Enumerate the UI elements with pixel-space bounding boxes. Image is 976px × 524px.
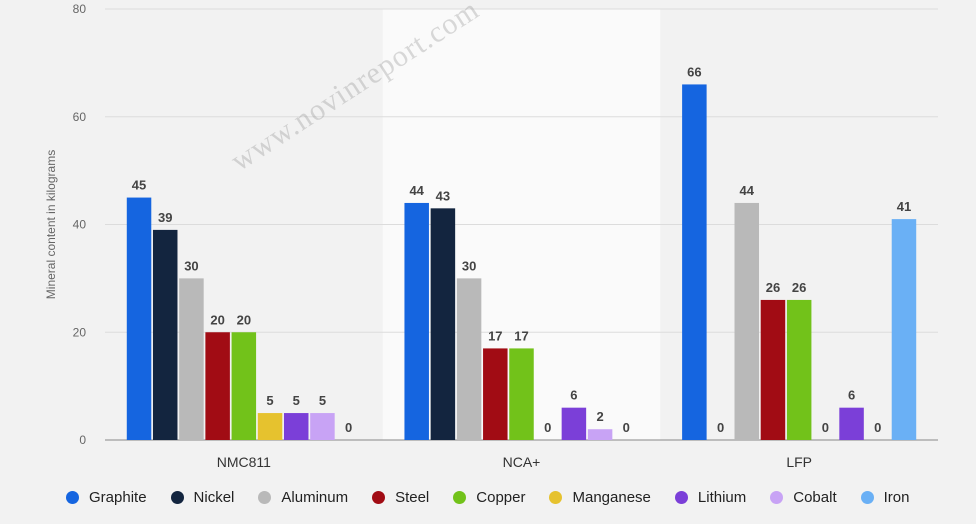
y-axis-label: Mineral content in kilograms: [44, 150, 58, 299]
legend-item-cobalt[interactable]: Cobalt: [770, 488, 837, 506]
bar-copper: [786, 299, 812, 440]
legend-label: Aluminum: [281, 488, 349, 506]
bar-nickel: [430, 208, 456, 440]
data-label: 0: [544, 420, 551, 435]
data-label: 5: [319, 393, 326, 408]
bar-steel: [483, 348, 508, 440]
legend-label: Copper: [476, 488, 526, 506]
legend-marker: [372, 490, 386, 504]
data-label: 6: [848, 388, 855, 403]
bar-graphite: [404, 202, 429, 440]
data-label: 45: [132, 178, 146, 193]
bar-iron: [891, 219, 917, 440]
legend-marker: [170, 490, 184, 504]
data-label: 0: [822, 420, 829, 435]
data-label: 17: [488, 328, 502, 343]
x-tick-label: LFP: [786, 454, 812, 470]
data-label: 43: [436, 188, 450, 203]
legend-label: Cobalt: [793, 488, 837, 506]
data-label: 2: [596, 409, 603, 424]
data-label: 6: [570, 388, 577, 403]
bar-lithium: [561, 407, 587, 440]
data-label: 30: [184, 258, 198, 273]
legend-item-steel[interactable]: Steel: [372, 489, 429, 506]
data-label: 30: [462, 258, 476, 273]
data-label: 5: [266, 393, 273, 408]
data-label: 0: [345, 420, 352, 435]
data-label: 66: [687, 64, 701, 79]
legend-marker: [674, 490, 688, 504]
data-label: 0: [874, 420, 881, 435]
legend-label: Manganese: [572, 488, 651, 506]
data-label: 26: [792, 280, 806, 295]
bar-cobalt: [587, 429, 613, 440]
bar-manganese: [257, 413, 283, 440]
y-tick-label: 20: [73, 325, 87, 339]
bar-aluminum: [734, 202, 760, 440]
legend-label: Steel: [395, 488, 430, 506]
bar-graphite: [682, 84, 707, 441]
legend-marker: [860, 490, 874, 504]
data-label: 20: [210, 312, 224, 327]
legend-item-aluminum[interactable]: Aluminum: [258, 489, 348, 506]
data-label: 5: [293, 393, 300, 408]
y-tick-label: 80: [73, 2, 87, 16]
data-label: 26: [766, 280, 780, 295]
data-label: 41: [897, 199, 911, 214]
legend-marker: [453, 490, 467, 504]
legend: Graphite Nickel Aluminum Steel Copper Mangane…: [66, 486, 933, 508]
bar-graphite: [126, 197, 152, 440]
bar-copper: [509, 348, 534, 440]
data-label: 39: [158, 210, 172, 225]
legend-marker: [549, 490, 563, 504]
legend-marker: [66, 490, 79, 504]
x-tick-label: NMC811: [217, 454, 271, 470]
data-label: 0: [717, 420, 724, 435]
legend-item-graphite[interactable]: Graphite: [66, 489, 147, 506]
bar-steel: [205, 332, 230, 440]
legend-item-manganese[interactable]: Manganese: [549, 488, 651, 506]
legend-label: Graphite: [89, 488, 147, 506]
data-label: 44: [409, 183, 424, 198]
y-tick-label: 0: [79, 433, 86, 447]
legend-item-nickel[interactable]: Nickel: [170, 488, 235, 506]
bar-aluminum: [179, 278, 204, 440]
data-label: 17: [514, 328, 528, 343]
bar-lithium: [839, 407, 864, 440]
y-tick-label: 40: [73, 218, 87, 232]
y-tick-label: 60: [73, 110, 87, 124]
data-label: 20: [237, 312, 251, 327]
bar-nickel: [152, 229, 178, 440]
legend-marker: [770, 490, 784, 504]
bar-copper: [231, 332, 257, 440]
data-label: 44: [740, 183, 755, 198]
bar-steel: [760, 299, 786, 440]
legend-marker: [258, 490, 272, 504]
bar-lithium: [283, 413, 309, 440]
legend-item-lithium[interactable]: Lithium: [674, 488, 747, 506]
legend-item-copper[interactable]: Copper: [453, 489, 525, 506]
x-tick-label: NCA+: [503, 454, 541, 470]
bar-aluminum: [456, 278, 482, 440]
legend-item-iron[interactable]: Iron: [860, 488, 910, 506]
legend-label: Lithium: [697, 488, 747, 506]
data-label: 0: [623, 420, 630, 435]
bar-cobalt: [310, 413, 335, 440]
legend-label: Iron: [883, 488, 910, 506]
legend-label: Nickel: [193, 488, 235, 506]
